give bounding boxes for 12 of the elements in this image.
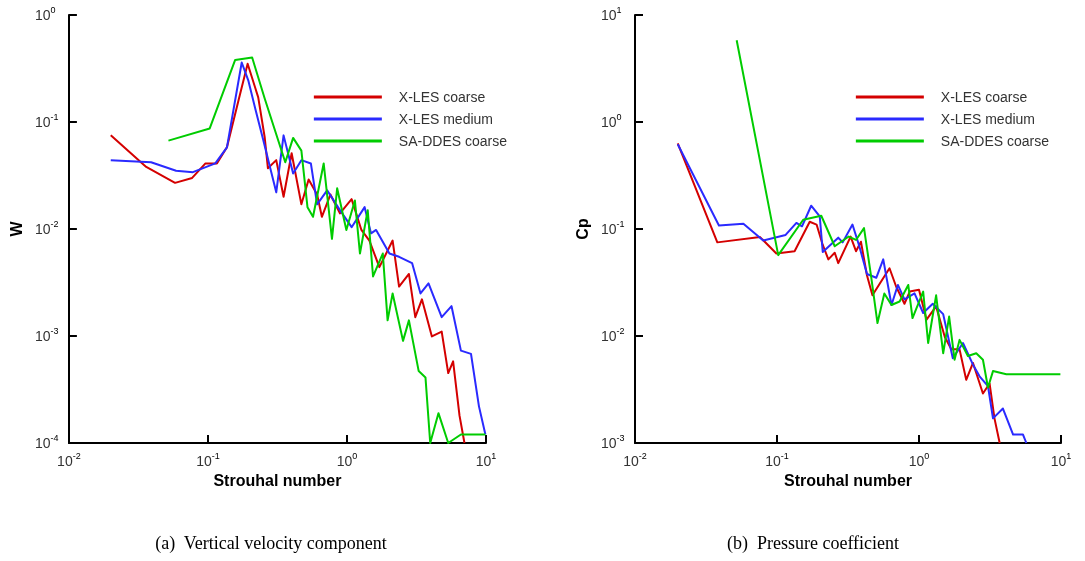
x-axis-title: Strouhal number bbox=[213, 471, 342, 489]
legend-label: X-LES coarse bbox=[398, 89, 486, 105]
legend-label: X-LES medium bbox=[398, 111, 494, 127]
text: (b) Pressure coefficient bbox=[726, 533, 900, 554]
x-axis-title: Strouhal number bbox=[783, 471, 913, 489]
y-axis-title: Cp bbox=[573, 218, 591, 240]
legend-label: SA-DDES coarse bbox=[398, 133, 508, 149]
legend-label: X-LES coarse bbox=[940, 89, 1028, 105]
text: (a) Vertical velocity component bbox=[155, 533, 387, 554]
legend-label: X-LES medium bbox=[940, 111, 1036, 127]
legend-label: SA-DDES coarse bbox=[940, 133, 1050, 149]
y-axis-title: W bbox=[7, 220, 25, 237]
